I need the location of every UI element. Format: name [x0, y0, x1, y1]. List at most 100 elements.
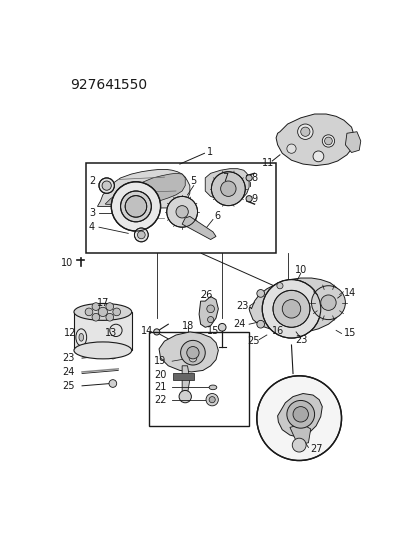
Circle shape [276, 282, 282, 289]
Text: 14: 14 [141, 326, 153, 336]
Text: 23: 23 [235, 301, 248, 311]
Text: 16: 16 [272, 326, 284, 336]
Circle shape [209, 397, 215, 403]
Circle shape [324, 137, 332, 145]
Circle shape [321, 135, 334, 147]
Text: 1550: 1550 [113, 78, 147, 92]
Bar [74, 312, 132, 350]
Circle shape [245, 175, 252, 181]
Text: 26: 26 [200, 290, 212, 300]
Polygon shape [344, 132, 360, 152]
Circle shape [85, 308, 93, 316]
Text: 15: 15 [343, 328, 355, 338]
Text: 7: 7 [222, 173, 228, 183]
Circle shape [113, 308, 120, 316]
Polygon shape [182, 366, 190, 393]
Circle shape [109, 379, 116, 387]
Text: 2: 2 [89, 176, 95, 186]
Circle shape [134, 228, 148, 242]
Circle shape [137, 231, 145, 239]
Bar [85, 163, 275, 253]
Circle shape [92, 303, 100, 310]
Circle shape [206, 393, 218, 406]
Polygon shape [205, 168, 249, 201]
Polygon shape [289, 426, 310, 445]
Text: 92764: 92764 [69, 78, 114, 92]
Polygon shape [199, 296, 218, 327]
Circle shape [153, 329, 159, 335]
Text: 12: 12 [64, 328, 76, 338]
Polygon shape [182, 216, 216, 239]
Circle shape [125, 196, 146, 217]
Circle shape [92, 313, 100, 321]
Polygon shape [97, 169, 190, 208]
Circle shape [220, 181, 235, 196]
Text: 24: 24 [62, 367, 74, 377]
Circle shape [120, 191, 151, 222]
Circle shape [284, 329, 290, 335]
Text: 27: 27 [310, 444, 323, 454]
Circle shape [286, 144, 295, 154]
Text: 23: 23 [62, 353, 74, 363]
Circle shape [256, 320, 264, 328]
Circle shape [176, 206, 188, 218]
Text: 21: 21 [154, 382, 166, 392]
Bar [173, 374, 194, 379]
Circle shape [261, 280, 320, 338]
Text: 8: 8 [251, 173, 257, 183]
Text: 18: 18 [182, 321, 194, 331]
Text: 6: 6 [214, 212, 220, 221]
Circle shape [282, 300, 300, 318]
Ellipse shape [76, 329, 86, 346]
Circle shape [180, 341, 205, 365]
Ellipse shape [74, 342, 131, 359]
Circle shape [272, 290, 309, 327]
Circle shape [106, 303, 113, 310]
Circle shape [179, 391, 191, 403]
Circle shape [218, 324, 225, 331]
Ellipse shape [79, 334, 83, 341]
Circle shape [102, 181, 111, 190]
Circle shape [312, 151, 323, 161]
Ellipse shape [209, 385, 216, 390]
Circle shape [292, 438, 305, 452]
Circle shape [106, 313, 113, 321]
Circle shape [311, 286, 344, 320]
Text: 20: 20 [154, 370, 166, 380]
Circle shape [207, 317, 213, 322]
Bar [149, 332, 249, 426]
Text: 1: 1 [206, 147, 212, 157]
Circle shape [98, 308, 107, 317]
Text: 19: 19 [154, 356, 166, 366]
Circle shape [111, 182, 160, 231]
Circle shape [256, 376, 341, 461]
Polygon shape [105, 173, 185, 206]
Circle shape [211, 172, 244, 206]
Text: 23: 23 [294, 335, 307, 345]
Text: 10: 10 [60, 257, 73, 268]
Circle shape [189, 354, 196, 362]
Ellipse shape [74, 303, 131, 320]
Text: 17: 17 [97, 297, 109, 308]
Circle shape [292, 407, 308, 422]
Text: 5: 5 [190, 176, 196, 186]
Text: 25: 25 [246, 336, 259, 346]
Circle shape [286, 400, 314, 428]
Circle shape [300, 127, 309, 136]
Text: 24: 24 [233, 319, 245, 329]
Text: 25: 25 [62, 381, 74, 391]
Text: 11: 11 [261, 158, 274, 167]
Circle shape [166, 196, 197, 227]
Text: 3: 3 [89, 207, 95, 217]
Circle shape [109, 351, 116, 359]
Circle shape [245, 196, 252, 202]
Polygon shape [159, 332, 218, 372]
Text: 10: 10 [294, 265, 307, 276]
Text: 4: 4 [89, 222, 95, 232]
Circle shape [109, 324, 122, 336]
Polygon shape [277, 393, 321, 438]
Text: 13: 13 [105, 328, 117, 338]
Circle shape [297, 124, 312, 140]
Text: 9: 9 [251, 193, 257, 204]
Text: 14: 14 [343, 288, 355, 298]
